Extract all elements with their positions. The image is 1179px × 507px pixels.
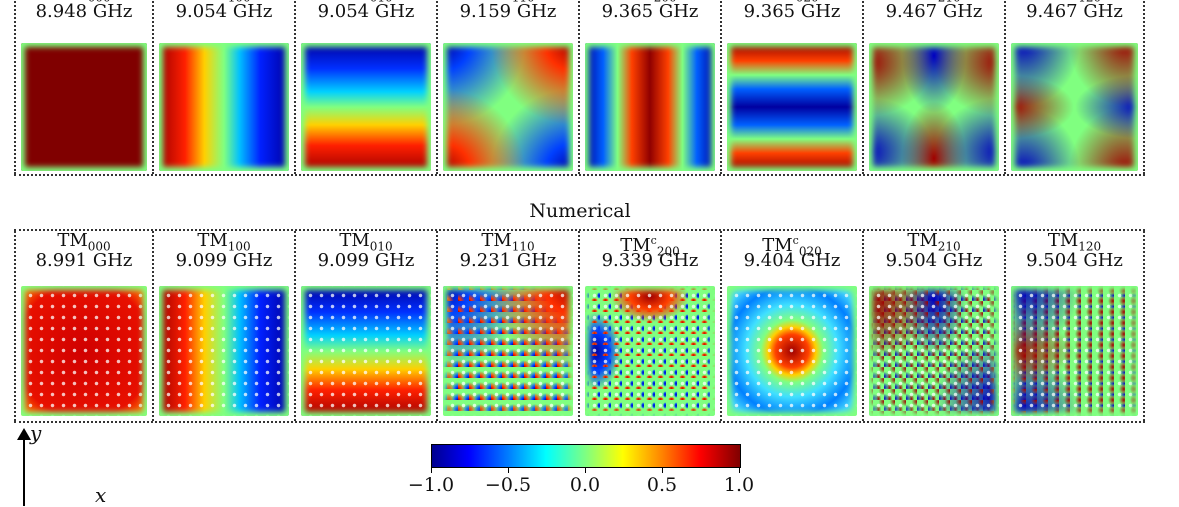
mode-label: TMc020 [762,234,822,259]
frequency-label: 9.365 GHz [601,1,699,22]
frequency-label: 9.404 GHz [743,250,841,271]
mode-label: TM110 [438,0,578,8]
analytical-field-map-xy [443,43,573,171]
mode-label: TM020 [722,0,862,8]
numerical-field-map-x1y2 [1011,286,1138,416]
numerical-mode-cell: TMc200 9.339 GHz [578,231,720,421]
mode-label: TM210 [907,230,961,254]
colorbar-tick-label: 0.5 [646,474,678,496]
numerical-field-map-x1 [159,286,289,416]
frequency-label: 9.365 GHz [743,1,841,22]
mode-label: TM000 [16,0,152,8]
frequency-label: 9.467 GHz [1026,1,1123,22]
y-axis-arrow-icon [17,428,31,440]
y-axis-label: y [30,421,42,445]
numerical-field-map-x2y1 [869,286,999,416]
mode-label: TM110 [481,230,535,254]
analytical-field-map-y2 [727,43,857,171]
analytical-field-map-x1y2 [1011,43,1138,171]
numerical-mode-cell: TMc020 9.404 GHz [720,231,862,421]
numerical-field-map-xy [443,286,573,416]
mode-label: TM010 [339,230,393,254]
colorbar-tick [585,467,586,473]
numerical-mode-cell: TM110 9.231 GHz [436,231,578,421]
colorbar-tick [662,467,663,473]
x-axis-label: x [95,483,107,507]
y-axis-line [23,436,25,506]
frequency-label: 9.504 GHz [885,250,983,271]
section-title-numerical: Numerical [529,200,631,222]
mode-label: TM010 [296,0,436,8]
analytical-field-map-x2 [585,43,715,171]
mode-label: TM100 [154,0,294,8]
colorbar-tick [739,467,740,473]
analytical-mode-cell: TM2009.365 GHz [578,0,720,174]
numerical-mode-cell: TM100 9.099 GHz [152,231,294,421]
mode-label: TM120 [1047,230,1102,254]
analytical-field-map-uniform [21,43,147,171]
numerical-field-map-uniform [21,286,147,416]
colorbar-tick-label: −1.0 [407,474,455,496]
numerical-field-map-cross [585,286,715,416]
frequency-label: 8.948 GHz [35,1,133,22]
numerical-field-map-y1 [301,286,431,416]
numerical-row: TM000 8.991 GHz TM100 9.099 GHz TM010 9.099 G… [14,229,1145,423]
colorbar-tick-label: −0.5 [484,474,532,496]
frequency-label: 8.991 GHz [35,250,133,271]
colorbar-tick [508,467,509,473]
frequency-label: 9.504 GHz [1026,250,1123,271]
numerical-mode-cell: TM000 8.991 GHz [14,231,152,421]
colorbar-tick-label: 1.0 [723,474,755,496]
mode-label: TM100 [197,230,251,254]
frequency-label: 9.054 GHz [317,1,415,22]
frequency-label: 9.159 GHz [459,1,557,22]
frequency-label: 9.231 GHz [459,250,557,271]
colorbar-tick-label: 0.0 [569,474,601,496]
analytical-field-map-y1 [301,43,431,171]
mode-label: TM000 [57,230,111,254]
mode-label: TM200 [580,0,720,8]
colorbar-tick [431,467,432,473]
frequency-label: 9.339 GHz [601,250,699,271]
numerical-mode-cell: TM010 9.099 GHz [294,231,436,421]
numerical-mode-cell: TM210 9.504 GHz [862,231,1004,421]
analytical-field-map-x1 [159,43,289,171]
analytical-mode-cell: TM0209.365 GHz [720,0,862,174]
mode-label: TMc200 [620,234,680,259]
frequency-label: 9.099 GHz [317,250,415,271]
frequency-label: 9.099 GHz [175,250,273,271]
mode-label: TM210 [864,0,1004,8]
numerical-field-map-ring [727,286,857,416]
frequency-label: 9.467 GHz [885,1,983,22]
mode-label: TM120 [1006,0,1143,8]
colorbar [431,444,741,468]
frequency-label: 9.054 GHz [175,1,273,22]
analytical-field-map-x2y1 [869,43,999,171]
numerical-mode-cell: TM120 9.504 GHz [1004,231,1145,421]
